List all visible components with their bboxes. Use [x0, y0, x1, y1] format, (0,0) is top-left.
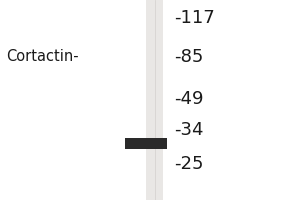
- Text: -117: -117: [174, 9, 215, 27]
- Text: -34: -34: [174, 121, 203, 139]
- Text: Cortactin-: Cortactin-: [6, 49, 79, 64]
- Bar: [124, 138, 167, 148]
- Bar: [146, 0, 163, 200]
- Text: -85: -85: [174, 48, 203, 66]
- Text: -25: -25: [174, 155, 203, 173]
- Text: -49: -49: [174, 90, 203, 108]
